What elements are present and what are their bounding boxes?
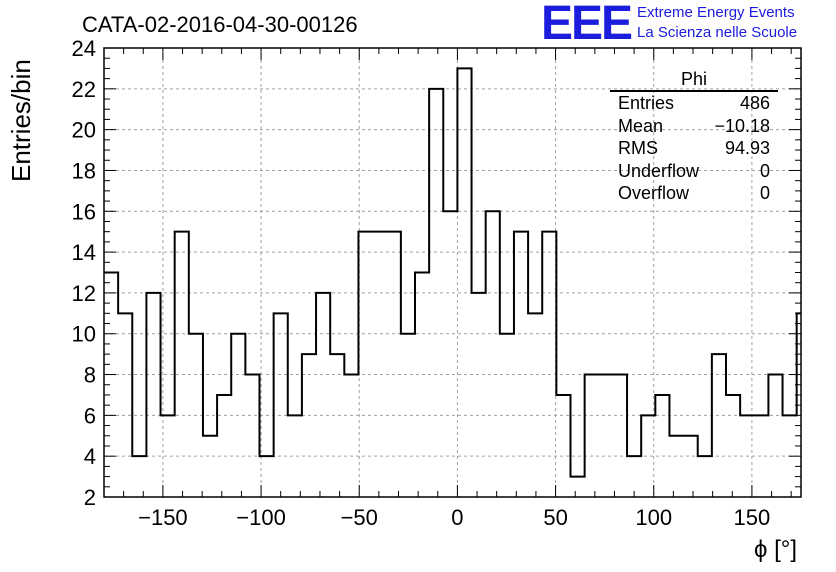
stats-value: 0 bbox=[759, 160, 770, 181]
stats-label: Overflow bbox=[618, 183, 690, 203]
x-tick-label: −150 bbox=[138, 505, 188, 530]
x-tick-label: −100 bbox=[236, 505, 286, 530]
histogram-bin bbox=[274, 313, 288, 497]
histogram-bin bbox=[118, 313, 132, 497]
histogram-bin bbox=[726, 395, 740, 497]
histogram-bin bbox=[373, 232, 387, 497]
stats-row-entries: Entries 486 bbox=[610, 92, 778, 115]
stats-row-underflow: Underflow 0 bbox=[610, 160, 778, 183]
histogram-bin bbox=[486, 211, 500, 497]
histogram-bin bbox=[669, 436, 683, 497]
y-tick-label: 22 bbox=[72, 77, 96, 102]
histogram-bin bbox=[288, 415, 302, 497]
histogram-bin bbox=[217, 395, 231, 497]
histogram-bin bbox=[613, 375, 627, 497]
histogram-bin bbox=[698, 456, 712, 497]
stats-row-rms: RMS 94.93 bbox=[610, 137, 778, 160]
histogram-bin bbox=[344, 375, 358, 497]
histogram-bin bbox=[542, 232, 556, 497]
eee-logo: EEE bbox=[541, 0, 633, 50]
stats-title: Phi bbox=[610, 70, 778, 92]
histogram-step-line bbox=[104, 67, 801, 478]
y-tick-label: 10 bbox=[72, 322, 96, 347]
y-axis-label: Entries/bin bbox=[6, 59, 36, 182]
y-tick-label: 16 bbox=[72, 199, 96, 224]
y-tick-label: 6 bbox=[84, 403, 96, 428]
stats-row-overflow: Overflow 0 bbox=[610, 182, 778, 205]
logo-line-2: La Scienza nelle Scuole bbox=[637, 24, 798, 41]
histogram-bin bbox=[132, 456, 146, 497]
histogram-bin bbox=[259, 456, 273, 497]
stats-label: Entries bbox=[618, 93, 675, 113]
stats-value: 94.93 bbox=[724, 138, 770, 158]
x-tick-label: 50 bbox=[543, 505, 567, 530]
y-tick-label: 8 bbox=[84, 363, 96, 388]
y-tick-label: 24 bbox=[72, 36, 96, 61]
x-tick-label: −50 bbox=[341, 505, 378, 530]
histogram-bin bbox=[641, 415, 655, 497]
stats-row-mean: Mean −10.18 bbox=[610, 115, 778, 138]
histogram-bin bbox=[415, 273, 429, 498]
histogram-bin bbox=[316, 293, 330, 497]
histogram-bin bbox=[585, 375, 599, 497]
histogram-bin bbox=[443, 211, 457, 497]
histogram-bin bbox=[302, 354, 316, 497]
x-tick-label: 0 bbox=[451, 505, 463, 530]
histogram-bin bbox=[330, 354, 344, 497]
histogram-bin bbox=[655, 395, 669, 497]
histogram-bin bbox=[712, 354, 726, 497]
histogram-bin bbox=[175, 232, 189, 497]
stats-label: RMS bbox=[618, 138, 658, 158]
histogram-bin bbox=[245, 375, 259, 497]
histogram-bin bbox=[627, 456, 641, 497]
stats-value: 0 bbox=[759, 183, 770, 203]
chart-title: CATA-02-2016-04-30-00126 bbox=[82, 12, 358, 37]
x-tick-label: 150 bbox=[734, 505, 771, 530]
x-tick-label: 100 bbox=[635, 505, 672, 530]
y-tick-label: 12 bbox=[72, 281, 96, 306]
y-tick-label: 4 bbox=[84, 444, 96, 469]
histogram-bin bbox=[528, 313, 542, 497]
histogram-bin bbox=[570, 477, 584, 497]
logo-line-1: Extreme Energy Events bbox=[637, 4, 795, 21]
y-tick-label: 2 bbox=[84, 485, 96, 510]
histogram-bin bbox=[472, 293, 486, 497]
histogram-bin bbox=[203, 436, 217, 497]
stats-value: −10.18 bbox=[714, 115, 770, 136]
histogram-bin bbox=[599, 375, 613, 497]
stats-value: 486 bbox=[739, 93, 770, 113]
histogram-bin bbox=[556, 395, 570, 497]
y-tick-label: 14 bbox=[72, 240, 96, 265]
y-tick-label: 20 bbox=[72, 118, 96, 143]
histogram-bin bbox=[684, 436, 698, 497]
histogram-bin bbox=[514, 232, 528, 497]
stats-label: Mean bbox=[618, 115, 664, 136]
histogram-bin bbox=[457, 68, 471, 497]
histogram-bin bbox=[387, 232, 401, 497]
y-tick-label: 18 bbox=[72, 158, 96, 183]
stats-box: Phi Entries 486 Mean −10.18 RMS 94.93 Un… bbox=[610, 70, 778, 205]
stats-label: Underflow bbox=[618, 160, 700, 181]
x-axis-label: ϕ [°] bbox=[754, 536, 798, 563]
histogram-bin bbox=[358, 232, 372, 497]
histogram-bin bbox=[768, 375, 782, 497]
histogram-bin bbox=[146, 293, 160, 497]
